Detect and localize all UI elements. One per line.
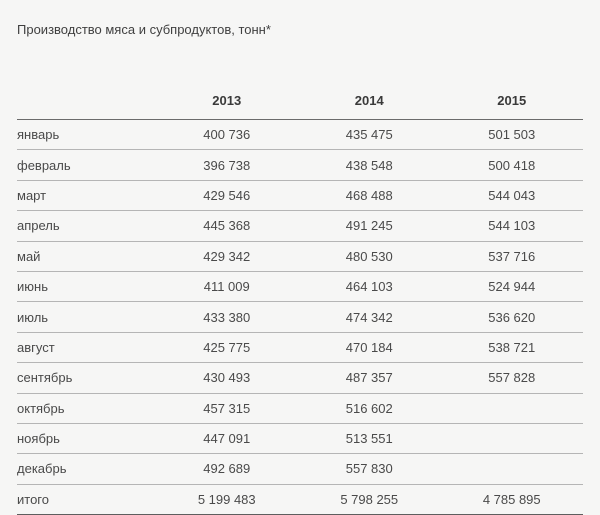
column-header-2013: 2013 <box>155 38 298 120</box>
column-header-2014: 2014 <box>297 38 441 120</box>
value-cell: 411 009 <box>155 271 298 303</box>
month-cell: февраль <box>17 149 156 181</box>
page-title: Производство мяса и субпродуктов, тонн* <box>17 22 271 37</box>
value-cell: 544 043 <box>440 180 583 212</box>
value-cell: 537 716 <box>440 241 583 272</box>
value-cell: 557 828 <box>440 362 583 394</box>
month-cell: март <box>17 180 156 212</box>
value-cell: 468 488 <box>297 180 441 212</box>
value-cell: 5 798 255 <box>297 484 441 515</box>
value-cell: 464 103 <box>297 271 441 303</box>
value-cell: 4 785 895 <box>440 484 583 515</box>
corner-cell <box>17 38 156 120</box>
value-cell: 524 944 <box>440 271 583 303</box>
month-cell: май <box>17 241 156 272</box>
value-cell: 457 315 <box>155 393 298 424</box>
value-cell: 5 199 483 <box>155 484 298 515</box>
table-header: 2013 2014 2015 <box>17 38 583 120</box>
value-cell: 487 357 <box>297 362 441 394</box>
value-cell: 516 602 <box>297 393 441 424</box>
table-row: март 429 546 468 488 544 043 <box>17 180 583 212</box>
value-cell: 396 738 <box>155 149 298 181</box>
value-cell: 501 503 <box>440 119 583 151</box>
value-cell: 425 775 <box>155 332 298 364</box>
table-row: июнь 411 009 464 103 524 944 <box>17 271 583 303</box>
month-cell: январь <box>17 119 156 151</box>
column-header-2015: 2015 <box>440 38 583 120</box>
table-row: июль 433 380 474 342 536 620 <box>17 301 583 333</box>
table-row-total: итого 5 199 483 5 798 255 4 785 895 <box>17 484 583 515</box>
value-cell: 500 418 <box>440 149 583 181</box>
month-cell: июнь <box>17 271 156 303</box>
value-cell: 538 721 <box>440 332 583 364</box>
value-cell: 435 475 <box>297 119 441 151</box>
month-cell: октябрь <box>17 393 156 424</box>
value-cell: 429 342 <box>155 241 298 272</box>
value-cell: 470 184 <box>297 332 441 364</box>
value-cell <box>440 423 583 455</box>
value-cell: 557 830 <box>297 453 441 485</box>
value-cell: 536 620 <box>440 301 583 333</box>
table-row: январь 400 736 435 475 501 503 <box>17 119 583 151</box>
value-cell: 480 530 <box>297 241 441 272</box>
table-row: сентябрь 430 493 487 357 557 828 <box>17 362 583 394</box>
table-row: апрель 445 368 491 245 544 103 <box>17 210 583 242</box>
value-cell: 544 103 <box>440 210 583 242</box>
table-body: январь 400 736 435 475 501 503 февраль 3… <box>17 119 583 515</box>
table-row: май 429 342 480 530 537 716 <box>17 241 583 272</box>
value-cell <box>440 393 583 424</box>
value-cell: 433 380 <box>155 301 298 333</box>
month-cell: апрель <box>17 210 156 242</box>
value-cell: 430 493 <box>155 362 298 394</box>
value-cell: 429 546 <box>155 180 298 212</box>
header-row: 2013 2014 2015 <box>17 38 583 120</box>
value-cell: 474 342 <box>297 301 441 333</box>
table-row: ноябрь 447 091 513 551 <box>17 423 583 455</box>
month-cell: июль <box>17 301 156 333</box>
month-cell: итого <box>17 484 156 515</box>
month-cell: ноябрь <box>17 423 156 455</box>
table-row: февраль 396 738 438 548 500 418 <box>17 149 583 181</box>
value-cell: 438 548 <box>297 149 441 181</box>
value-cell <box>440 453 583 485</box>
value-cell: 447 091 <box>155 423 298 455</box>
production-table: 2013 2014 2015 январь 400 736 435 475 50… <box>17 38 583 515</box>
month-cell: сентябрь <box>17 362 156 394</box>
value-cell: 492 689 <box>155 453 298 485</box>
table-row: октябрь 457 315 516 602 <box>17 393 583 424</box>
value-cell: 491 245 <box>297 210 441 242</box>
value-cell: 445 368 <box>155 210 298 242</box>
table-row: декабрь 492 689 557 830 <box>17 453 583 485</box>
value-cell: 513 551 <box>297 423 441 455</box>
month-cell: декабрь <box>17 453 156 485</box>
table-row: август 425 775 470 184 538 721 <box>17 332 583 364</box>
value-cell: 400 736 <box>155 119 298 151</box>
month-cell: август <box>17 332 156 364</box>
